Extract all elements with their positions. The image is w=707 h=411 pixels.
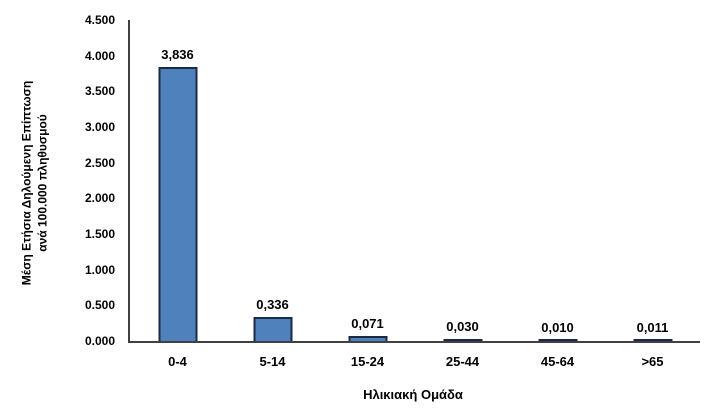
y-tick-label: 0.500 — [84, 298, 115, 313]
x-tick-label: 0-4 — [168, 354, 187, 369]
bar — [348, 335, 387, 341]
bar-value-label: 0,011 — [636, 320, 669, 335]
bar-value-label: 3,836 — [161, 47, 194, 63]
x-axis-title: Ηλικιακή Ομάδα — [363, 387, 463, 402]
y-axis-title-line1: Μέση Ετήσια Δηλούμενη Επίπτωση — [19, 80, 34, 286]
bar-value-label: 0,336 — [256, 297, 289, 313]
bar — [538, 339, 577, 341]
x-tick-label: 25-44 — [445, 354, 480, 369]
bar-slot: 0,011 — [605, 20, 700, 341]
y-tick-label: 3.000 — [84, 120, 115, 134]
bar — [158, 67, 197, 341]
bar-slot: 0,336 — [225, 20, 320, 341]
bar — [443, 338, 482, 341]
x-tick-label: >65 — [641, 354, 664, 369]
bar-slot: 3,836 — [130, 20, 225, 341]
x-tick-label: 45-64 — [540, 354, 575, 369]
bar — [253, 317, 292, 341]
y-tick-label: 3.500 — [84, 84, 115, 99]
y-axis-title: Μέση Ετήσια Δηλούμενη Επίπτωση ανά 100.0… — [19, 23, 53, 344]
y-tick-label: 2.000 — [84, 191, 115, 206]
bar-slot: 0,010 — [510, 20, 605, 341]
bar — [633, 339, 672, 341]
y-tick-label: 4.500 — [84, 13, 115, 27]
y-axis-title-line2: ανά 100.000 πληθυσμού — [35, 114, 50, 252]
x-tick-label: 5-14 — [259, 354, 286, 369]
y-tick-label: 4.000 — [84, 48, 115, 63]
y-tick-label: 1.000 — [84, 262, 115, 277]
bar-value-label: 0,071 — [351, 315, 384, 331]
plot-area — [128, 20, 700, 343]
x-tick-label: 15-24 — [350, 354, 385, 369]
y-tick-label: 1.500 — [84, 227, 115, 241]
y-tick-label: 2.500 — [84, 155, 115, 170]
y-tick-label: 0.000 — [84, 334, 115, 348]
bar-slot: 0,030 — [415, 20, 510, 341]
bar-value-label: 0,010 — [541, 320, 574, 335]
bar-value-label: 0,030 — [446, 318, 479, 334]
bar-slot: 0,071 — [320, 20, 415, 341]
